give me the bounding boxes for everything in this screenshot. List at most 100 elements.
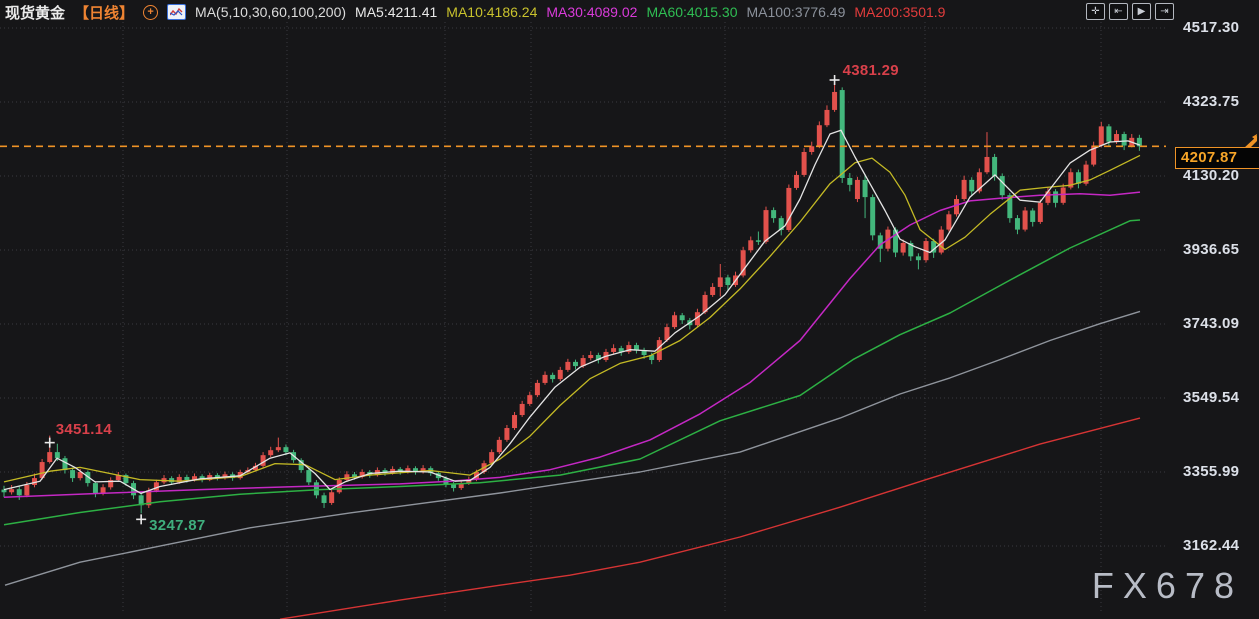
ma-line-ma100 bbox=[4, 310, 1141, 586]
candle bbox=[999, 176, 1005, 196]
candle bbox=[1014, 218, 1020, 230]
y-axis-label: 3743.09 bbox=[1183, 315, 1240, 332]
candle bbox=[47, 452, 53, 463]
zoom-out-icon[interactable]: ⇤ bbox=[1109, 3, 1128, 20]
candle bbox=[1136, 137, 1142, 147]
candle bbox=[793, 174, 799, 188]
ma30-value: MA30:4089.02 bbox=[546, 4, 638, 20]
candle bbox=[359, 472, 365, 477]
candle bbox=[31, 478, 37, 485]
candle bbox=[900, 242, 906, 253]
chart-header: 现货黄金 【日线】 + MA(5,10,30,60,100,200) MA5:4… bbox=[5, 2, 945, 22]
candle bbox=[1083, 164, 1089, 184]
ma-settings-label[interactable]: MA(5,10,30,60,100,200) bbox=[195, 4, 347, 20]
play-scroll-icon[interactable]: ▶ bbox=[1132, 3, 1151, 20]
candle bbox=[138, 495, 144, 506]
candle bbox=[54, 452, 60, 459]
y-axis-label: 4130.20 bbox=[1183, 167, 1240, 184]
candle bbox=[496, 439, 502, 453]
y-axis-label: 3549.54 bbox=[1183, 389, 1240, 406]
candle bbox=[702, 294, 708, 313]
pan-right-icon[interactable]: ⇥ bbox=[1155, 3, 1174, 20]
candle bbox=[618, 348, 624, 352]
price-annotation: 3451.14 bbox=[55, 420, 113, 438]
ma100-value: MA100:3776.49 bbox=[746, 4, 846, 20]
candle bbox=[512, 415, 518, 429]
crosshair-icon[interactable]: ✛ bbox=[1086, 3, 1105, 20]
candle bbox=[1053, 191, 1059, 203]
candle bbox=[192, 476, 197, 481]
candle bbox=[656, 340, 662, 360]
y-axis-label: 3162.44 bbox=[1183, 537, 1240, 554]
chart-toolbar: ✛ ⇤ ▶ ⇥ bbox=[1086, 3, 1174, 20]
candle bbox=[679, 315, 685, 321]
candle bbox=[824, 109, 830, 126]
timeframe-label[interactable]: 【日线】 bbox=[74, 4, 135, 22]
candle bbox=[146, 490, 152, 506]
ma10-value: MA10:4186.24 bbox=[446, 4, 538, 20]
candle bbox=[611, 348, 617, 352]
candle bbox=[725, 277, 731, 286]
candle bbox=[313, 482, 319, 496]
candle bbox=[1030, 210, 1036, 222]
candle bbox=[222, 474, 228, 479]
candle bbox=[405, 468, 411, 472]
candle bbox=[115, 475, 121, 481]
candle bbox=[550, 374, 556, 380]
candle bbox=[534, 382, 540, 396]
candle bbox=[321, 495, 327, 503]
candle bbox=[1007, 195, 1013, 219]
candle bbox=[976, 172, 982, 192]
add-indicator-icon[interactable]: + bbox=[143, 4, 159, 20]
candle bbox=[412, 468, 418, 472]
candle bbox=[740, 250, 746, 276]
candle bbox=[1106, 126, 1112, 142]
candle bbox=[504, 428, 510, 440]
candle bbox=[184, 476, 190, 481]
y-axis-label: 3936.65 bbox=[1183, 241, 1240, 258]
candle bbox=[649, 355, 655, 360]
last-price-value: 4207.87 bbox=[1181, 149, 1238, 166]
candle bbox=[1091, 145, 1097, 165]
ma60-value: MA60:4015.30 bbox=[646, 4, 738, 20]
candle bbox=[969, 179, 975, 192]
y-axis-label: 4323.75 bbox=[1183, 93, 1240, 110]
candle bbox=[664, 327, 670, 341]
candle bbox=[283, 447, 289, 453]
chart-type-icon[interactable] bbox=[167, 4, 187, 20]
candle bbox=[710, 286, 716, 295]
candle bbox=[588, 355, 594, 359]
candle bbox=[16, 489, 22, 496]
candle bbox=[786, 187, 792, 230]
candle bbox=[85, 472, 91, 484]
candle bbox=[717, 277, 723, 287]
candle bbox=[984, 156, 990, 173]
candle bbox=[9, 489, 15, 493]
candle bbox=[809, 146, 815, 152]
candle bbox=[489, 452, 495, 464]
candle bbox=[954, 199, 959, 215]
candle bbox=[992, 156, 998, 177]
candle bbox=[908, 242, 914, 257]
candle bbox=[633, 345, 639, 351]
candle bbox=[573, 361, 578, 367]
candle bbox=[870, 197, 876, 236]
ma-line-ma10 bbox=[3, 154, 1141, 483]
ma-line-ma60 bbox=[3, 219, 1141, 526]
candle bbox=[595, 355, 601, 360]
candle bbox=[77, 472, 83, 479]
candle bbox=[108, 480, 114, 488]
candle bbox=[176, 476, 182, 483]
ma5-value: MA5:4211.41 bbox=[355, 4, 438, 20]
candle bbox=[39, 462, 45, 479]
candle bbox=[771, 210, 777, 219]
candle bbox=[260, 455, 266, 466]
price-annotation: 4381.29 bbox=[842, 62, 899, 79]
candle bbox=[862, 179, 868, 198]
instrument-title: 现货黄金 bbox=[5, 4, 66, 22]
candle bbox=[268, 450, 274, 456]
ma-line-ma30 bbox=[3, 191, 1141, 498]
candle bbox=[92, 483, 98, 494]
candle bbox=[100, 487, 106, 494]
